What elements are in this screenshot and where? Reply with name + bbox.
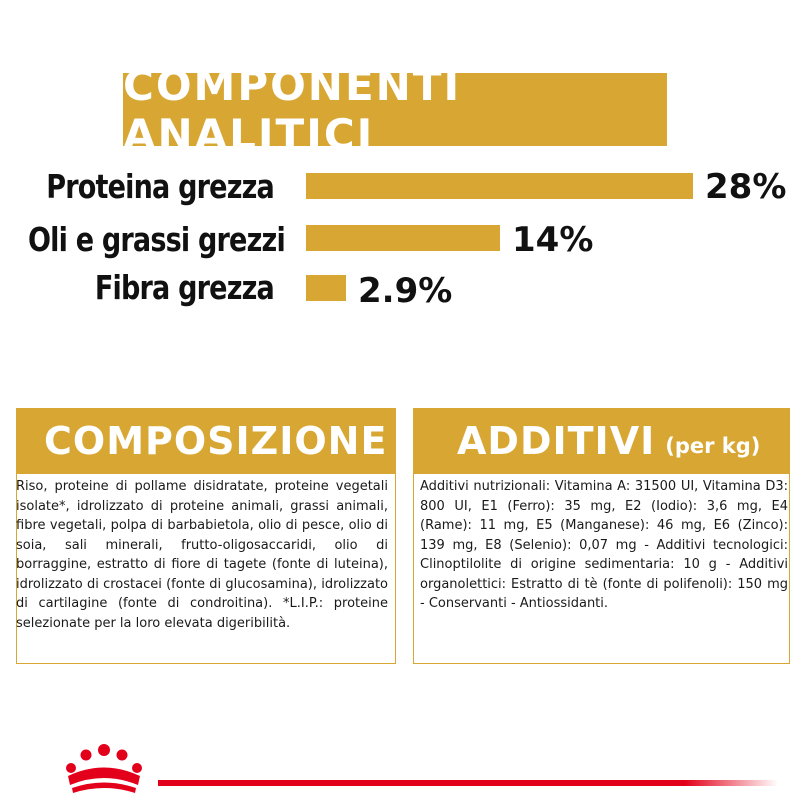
additives-title: ADDITIVI — [457, 419, 656, 463]
nutrient-label-protein: Proteina grezza — [46, 167, 275, 206]
additives-panel — [413, 474, 790, 664]
nutrient-value-fat: 14% — [512, 220, 594, 260]
nutrient-bar-protein — [306, 173, 693, 199]
composition-text: Riso, proteine di pollame disidratate, p… — [16, 479, 388, 631]
nutrient-value-protein: 28% — [705, 167, 787, 207]
composition-panel — [16, 474, 396, 664]
nutrient-label-fiber: Fibra grezza — [94, 268, 275, 307]
additives-text: Additivi nutrizionali: Vitamina A: 31500… — [420, 479, 788, 611]
nutrient-value-fiber: 2.9% — [358, 271, 453, 311]
nutrient-label-fat: Oli e grassi grezzi — [28, 220, 286, 259]
additives-banner: ADDITIVI (per kg) — [413, 408, 790, 474]
analytical-components-banner: COMPONENTI ANALITICI — [123, 61, 667, 159]
royal-crown-icon — [66, 744, 142, 793]
nutrient-bar-fat — [306, 225, 500, 251]
composition-title: COMPOSIZIONE — [44, 419, 388, 463]
composition-banner: COMPOSIZIONE — [16, 408, 396, 474]
nutrient-bar-fiber — [306, 275, 346, 301]
brand-footer-line — [158, 780, 778, 786]
analytical-components-title: COMPONENTI ANALITICI — [123, 60, 462, 159]
additives-subtitle: (per kg) — [665, 434, 761, 458]
